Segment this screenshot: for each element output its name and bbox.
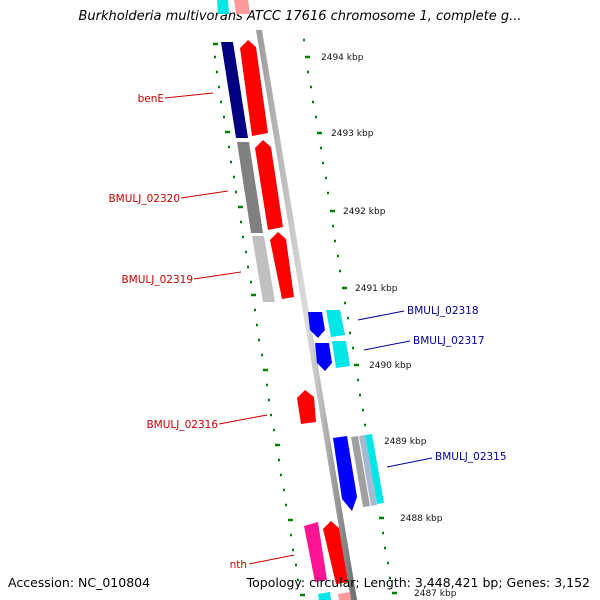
gene-label-nth[interactable]: nth [230,559,247,571]
gene-label-bmulj-02319[interactable]: BMULJ_02319 [121,274,193,286]
genome-info-label: Topology: circular; Length: 3,448,421 bp… [246,575,590,590]
kbp-label: 2490 kbp [369,361,412,371]
map-title: Burkholderia multivorans ATCC 17616 chro… [78,9,522,24]
leader-line [386,457,433,468]
leader-line [248,554,295,565]
gene-feature [351,436,370,507]
gene-label-bmulj-02316[interactable]: BMULJ_02316 [146,419,218,431]
leader-line [164,92,214,99]
backbone [256,30,357,600]
gene-features-right[interactable] [308,310,384,511]
leader-line [218,414,268,425]
gene-feature [315,343,332,371]
gene-feature [252,236,275,302]
kbp-label: 2491 kbp [355,284,398,294]
gene-label-bmulj-02317[interactable]: BMULJ_02317 [413,335,485,347]
kbp-label: 2493 kbp [331,129,374,139]
gene-label-bmulj-02315[interactable]: BMULJ_02315 [435,451,507,463]
gene-feature [326,310,345,337]
leader-line [180,190,229,199]
leader-line [363,340,411,351]
gene-features-left[interactable] [217,0,351,600]
gene-feature [237,142,263,233]
gene-labels-left[interactable]: benE BMULJ_02320 BMULJ_02319 BMULJ_02316… [108,92,295,571]
gene-feature [338,592,351,600]
gene-feature [304,522,327,582]
gene-label-bmulj-02318[interactable]: BMULJ_02318 [407,305,479,317]
leader-line [193,271,242,280]
gene-feature [297,390,316,424]
gene-feature [221,42,248,138]
gene-feature [217,0,229,14]
tick-ring-left [213,42,305,597]
kbp-label: 2492 kbp [343,207,386,217]
gene-feature [359,435,377,506]
gene-feature [333,436,357,511]
gene-feature [365,434,384,504]
gene-feature [308,312,325,338]
kbp-label: 2494 kbp [321,53,364,63]
leader-line [357,310,405,321]
gene-feature [318,592,331,600]
gene-feature [234,0,250,14]
gene-label-bmulj-02320[interactable]: BMULJ_02320 [108,193,180,205]
gene-feature [332,341,350,368]
gene-feature [240,40,268,136]
kbp-label: 2487 kbp [414,589,457,599]
gene-labels-right[interactable]: BMULJ_02318 BMULJ_02317 BMULJ_02315 [357,305,507,468]
gene-feature [255,140,283,230]
kbp-label: 2488 kbp [400,514,443,524]
gene-feature [323,521,348,584]
gene-label-bene[interactable]: benE [138,93,164,105]
kbp-label: 2489 kbp [384,437,427,447]
gene-feature [270,232,294,299]
accession-label: Accession: NC_010804 [8,575,151,590]
